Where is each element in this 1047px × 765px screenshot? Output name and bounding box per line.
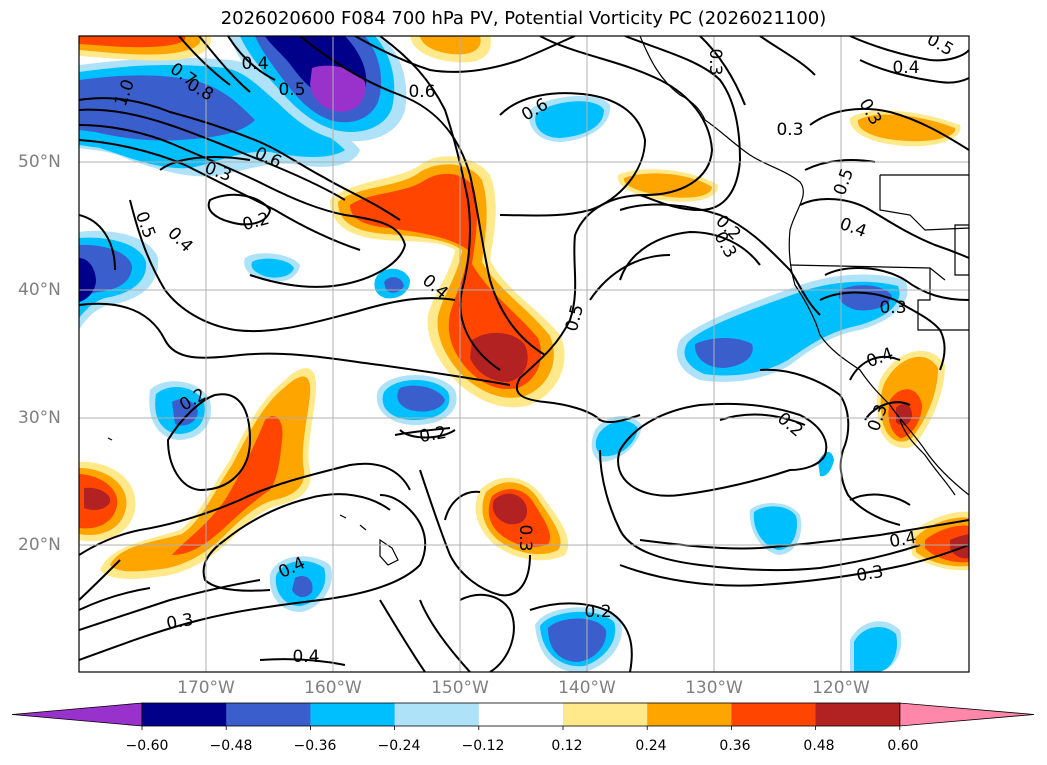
- colorbar-swatch: [310, 703, 396, 726]
- colorbar-tick-label: 0.60: [887, 738, 919, 754]
- grid-lines: [79, 36, 969, 672]
- colorbar-tick-label: 0.24: [635, 738, 667, 754]
- colorbar-tick-label: 0.36: [719, 738, 751, 754]
- lon-label-130W: 130°W: [685, 678, 743, 698]
- contour-label: 0.5: [278, 80, 305, 100]
- lon-label-170W: 170°W: [177, 678, 235, 698]
- colorbar: [11, 702, 1035, 730]
- contour-label: 0.2: [584, 602, 611, 622]
- contour-label: 0.3: [879, 298, 906, 318]
- colorbar-swatch: [142, 703, 227, 726]
- colorbar-tick-label: 0.48: [803, 738, 835, 754]
- contour-label: 0.4: [892, 58, 919, 78]
- colorbar-extend-low: [11, 702, 143, 727]
- colorbar-tick-label: −0.36: [293, 738, 337, 754]
- contour-label: 0.3: [855, 562, 885, 586]
- contour-label: 0.3: [515, 524, 535, 551]
- contour-label: 0.2: [418, 423, 448, 447]
- pv-shading: [79, 36, 969, 672]
- colorbar-extend-high: [899, 702, 1035, 727]
- colorbar-tick-label: −0.60: [125, 738, 169, 754]
- colorbar-swatch: [815, 703, 901, 726]
- colorbar-tick-label: −0.12: [461, 738, 505, 754]
- lat-label-20N: 20°N: [18, 535, 61, 555]
- colorbar-swatch: [478, 703, 564, 726]
- contour-label: 0.4: [292, 647, 319, 667]
- contour-label: 0.3: [165, 610, 195, 634]
- pv-contours: [79, 36, 969, 672]
- colorbar-swatch: [394, 703, 480, 726]
- coastlines: [107, 36, 969, 566]
- lat-label-50N: 50°N: [18, 152, 61, 172]
- colorbar-tick-label: 0.12: [551, 738, 583, 754]
- colorbar-outline: [141, 702, 901, 727]
- plot-frame: [78, 35, 970, 673]
- lon-label-160W: 160°W: [304, 678, 362, 698]
- contour-label: 0.6: [408, 82, 435, 102]
- contour-label: 0.4: [241, 54, 268, 74]
- lat-label-40N: 40°N: [18, 280, 61, 300]
- contour-label: 0.3: [705, 48, 725, 75]
- lon-label-140W: 140°W: [558, 678, 616, 698]
- contour-label: 0.4: [888, 528, 918, 552]
- lon-label-150W: 150°W: [431, 678, 489, 698]
- colorbar-swatch: [563, 703, 648, 726]
- colorbar-swatch: [731, 703, 817, 726]
- lat-label-30N: 30°N: [18, 408, 61, 428]
- colorbar-swatch: [647, 703, 732, 726]
- colorbar-tick-label: −0.24: [377, 738, 421, 754]
- colorbar-tick-label: −0.48: [209, 738, 253, 754]
- contour-label: 0.3: [776, 120, 803, 140]
- colorbar-swatch: [226, 703, 311, 726]
- map-title: 2026020600 F084 700 hPa PV, Potential Vo…: [220, 8, 827, 29]
- lon-label-120W: 120°W: [812, 678, 870, 698]
